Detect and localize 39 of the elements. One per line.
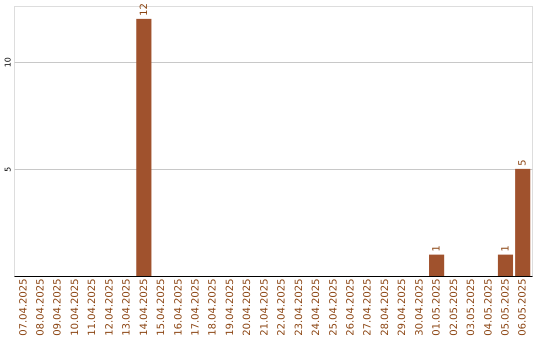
x-tick-label: 29.04.2025 bbox=[397, 278, 408, 336]
x-tick-label: 19.04.2025 bbox=[224, 278, 236, 336]
x-tick-label: 02.05.2025 bbox=[448, 278, 460, 336]
y-tick-label: 10 bbox=[4, 57, 12, 68]
x-tick-label: 03.05.2025 bbox=[466, 278, 478, 336]
x-tick-label: 07.04.2025 bbox=[18, 278, 30, 336]
x-tick-label: 27.04.2025 bbox=[362, 278, 374, 336]
x-tick-label: 26.04.2025 bbox=[345, 278, 356, 336]
x-tick-label: 04.05.2025 bbox=[483, 278, 494, 336]
x-tick-label: 08.04.2025 bbox=[36, 278, 47, 336]
x-tick-label: 25.04.2025 bbox=[328, 278, 340, 336]
x-tick-label: 12.04.2025 bbox=[104, 278, 116, 336]
x-tick-label: 06.05.2025 bbox=[518, 278, 529, 336]
x-tick-label: 20.04.2025 bbox=[242, 278, 254, 336]
x-tick-label: 18.04.2025 bbox=[208, 278, 219, 336]
x-tick-label: 05.05.2025 bbox=[500, 278, 512, 336]
x-tick-label: 15.04.2025 bbox=[156, 278, 168, 336]
x-tick-label: 14.04.2025 bbox=[138, 278, 150, 336]
x-tick-label: 21.04.2025 bbox=[259, 278, 270, 336]
bar bbox=[136, 18, 152, 276]
bar bbox=[498, 254, 514, 276]
x-tick-label: 01.05.2025 bbox=[432, 278, 443, 336]
data-label: 1 bbox=[500, 245, 512, 252]
x-tick-label: 17.04.2025 bbox=[190, 278, 202, 336]
x-tick-label: 23.04.2025 bbox=[294, 278, 305, 336]
bar bbox=[429, 254, 444, 276]
bar bbox=[515, 168, 530, 276]
x-tick-label: 10.04.2025 bbox=[70, 278, 81, 336]
x-tick-label: 11.04.2025 bbox=[87, 278, 98, 336]
x-tick-label: 16.04.2025 bbox=[173, 278, 184, 336]
x-tick-label: 24.04.2025 bbox=[311, 278, 322, 336]
x-tick-label: 09.04.2025 bbox=[52, 278, 64, 336]
x-tick-label: 13.04.2025 bbox=[122, 278, 133, 336]
x-tick-label: 30.04.2025 bbox=[414, 278, 426, 336]
data-label: 12 bbox=[138, 3, 150, 16]
data-label: 1 bbox=[432, 245, 443, 252]
x-tick-label: 22.04.2025 bbox=[276, 278, 288, 336]
x-tick-label: 28.04.2025 bbox=[380, 278, 391, 336]
data-label: 5 bbox=[518, 159, 529, 166]
